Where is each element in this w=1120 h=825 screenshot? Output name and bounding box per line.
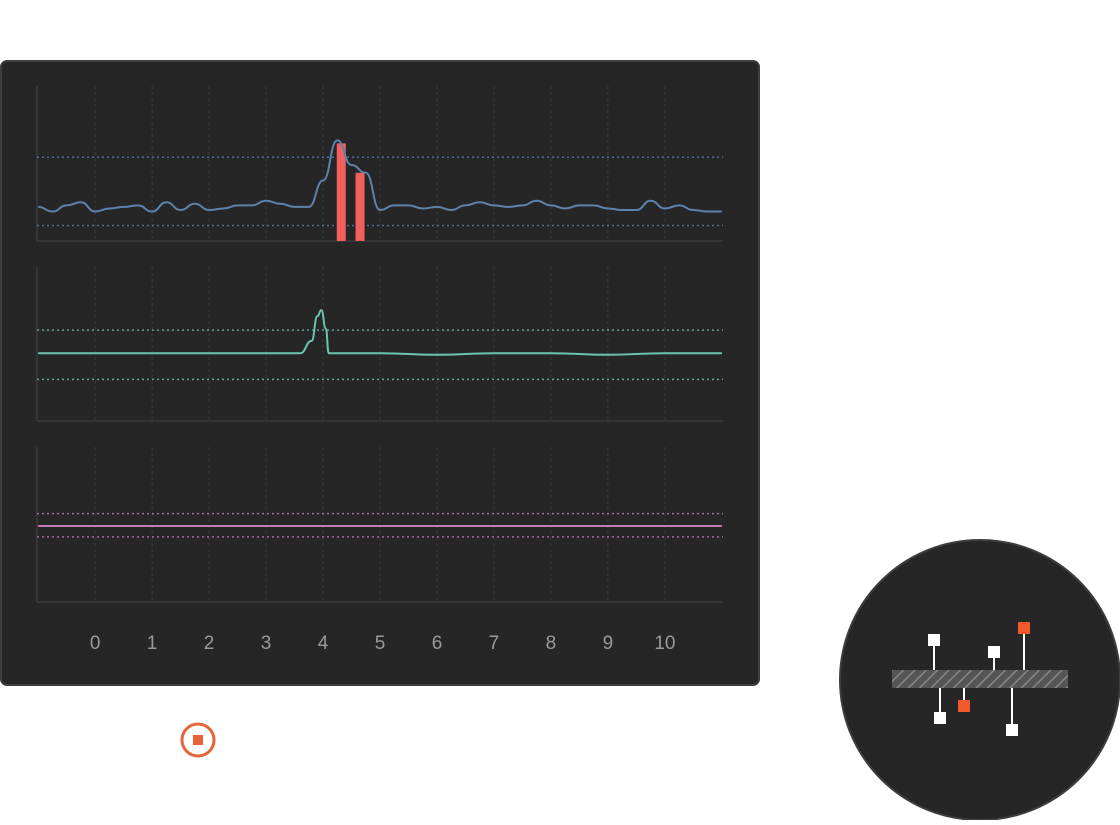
pin-head — [988, 646, 1000, 658]
x-tick-label: 1 — [147, 633, 158, 654]
pin-head — [1018, 622, 1030, 634]
series-line — [38, 309, 722, 356]
record-button[interactable] — [180, 722, 216, 758]
x-tick-label: 3 — [261, 633, 272, 654]
inspector-widget — [839, 539, 1120, 821]
x-tick-label: 0 — [90, 633, 101, 654]
pin-head — [928, 634, 940, 646]
chart-panel — [0, 60, 760, 686]
x-tick-label: 10 — [654, 633, 675, 654]
bar — [336, 143, 346, 241]
series-line — [38, 139, 722, 213]
x-tick-label: 9 — [603, 633, 614, 654]
pin-head — [934, 712, 946, 724]
x-tick-label: 6 — [432, 633, 443, 654]
x-tick-label: 7 — [489, 633, 500, 654]
x-tick-label: 5 — [375, 633, 386, 654]
bar — [355, 172, 365, 241]
x-tick-label: 4 — [318, 633, 329, 654]
record-square[interactable] — [193, 735, 203, 745]
pin-head — [1006, 724, 1018, 736]
x-tick-label: 8 — [546, 633, 557, 654]
hatched-band — [892, 670, 1068, 688]
record-ring[interactable] — [180, 722, 216, 758]
charts: 0 1 2 3 4 5 6 7 8 9 10 — [36, 86, 723, 654]
x-tick-label: 2 — [204, 633, 215, 654]
pin-head — [958, 700, 970, 712]
